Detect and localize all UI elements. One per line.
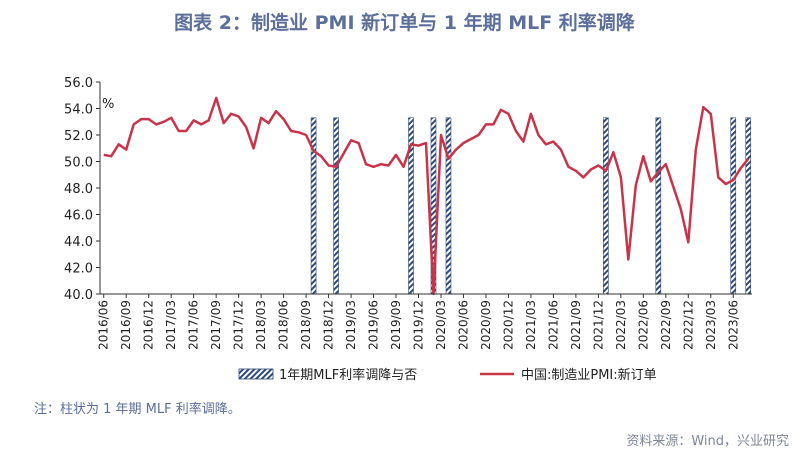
- x-tick-label: 2022/03: [614, 300, 628, 350]
- x-tick-label: 2023/03: [704, 300, 718, 350]
- x-tick-label: 2016/06: [97, 300, 111, 350]
- x-tick-label: 2017/09: [209, 300, 223, 350]
- x-tick-label: 2018/09: [299, 300, 313, 350]
- y-tick-label: 44.0: [64, 235, 93, 250]
- x-tick-label: 2018/03: [254, 300, 268, 350]
- x-tick-label: 2019/06: [367, 300, 381, 350]
- x-tick-label: 2020/03: [434, 300, 448, 350]
- pmi-new-orders-line: [103, 96, 750, 296]
- mlf-cut-bar: [310, 117, 317, 295]
- x-tick-label: 2022/12: [681, 300, 695, 350]
- y-tick-label: 48.0: [64, 182, 93, 197]
- x-tick-label: 2019/12: [412, 300, 426, 350]
- mlf-cut-bar: [445, 117, 452, 295]
- x-tick-label: 2016/12: [142, 300, 156, 350]
- x-tick-label: 2022/09: [659, 300, 673, 350]
- y-tick-label: 52.0: [64, 129, 93, 144]
- x-tick-label: 2019/03: [344, 300, 358, 350]
- source-text: 资料来源：Wind，兴业研究: [626, 434, 789, 449]
- x-tick-label: 2016/09: [119, 300, 133, 350]
- y-tick-label: 56.0: [64, 76, 93, 91]
- x-tick-label: 2021/12: [591, 300, 605, 350]
- x-tick-label: 2021/06: [546, 300, 560, 350]
- mlf-cut-bar: [655, 117, 662, 295]
- chart-note: 注：柱状为 1 年期 MLF 利率调降。: [34, 402, 241, 417]
- x-tick-label: 2023/06: [726, 300, 740, 350]
- mlf-cut-bar: [603, 117, 609, 295]
- y-tick-label: 46.0: [64, 209, 93, 224]
- x-tick-label: 2022/06: [636, 300, 650, 350]
- mlf-cut-bar: [730, 117, 737, 295]
- mlf-cut-bar: [333, 117, 339, 295]
- legend-label-line: 中国:制造业PMI:新订单: [521, 367, 657, 383]
- x-tick-label: 2018/06: [277, 300, 291, 350]
- x-tick-label: 2017/03: [164, 300, 178, 350]
- x-tick-label: 2020/12: [501, 300, 515, 350]
- chart-title: 图表 2：制造业 PMI 新订单与 1 年期 MLF 利率调降: [174, 12, 635, 34]
- legend-swatch-bar: [238, 368, 274, 380]
- x-tick-label: 2021/03: [524, 300, 538, 350]
- x-tick-label: 2020/06: [456, 300, 470, 350]
- y-tick-label: 40.0: [64, 288, 93, 303]
- y-tick-label: 54.0: [64, 103, 93, 118]
- y-tick-label: 42.0: [64, 262, 93, 277]
- x-tick-label: 2017/12: [232, 300, 246, 350]
- y-tick-label: 50.0: [64, 156, 93, 171]
- x-tick-label: 2018/12: [322, 300, 336, 350]
- x-tick-label: 2017/06: [187, 300, 201, 350]
- x-tick-label: 2020/09: [479, 300, 493, 350]
- x-tick-label: 2021/09: [569, 300, 583, 350]
- y-unit-label: %: [102, 97, 114, 112]
- mlf-cut-bar: [745, 117, 752, 295]
- legend-label-bar: 1年期MLF利率调降与否: [279, 367, 417, 383]
- x-tick-label: 2019/09: [389, 300, 403, 350]
